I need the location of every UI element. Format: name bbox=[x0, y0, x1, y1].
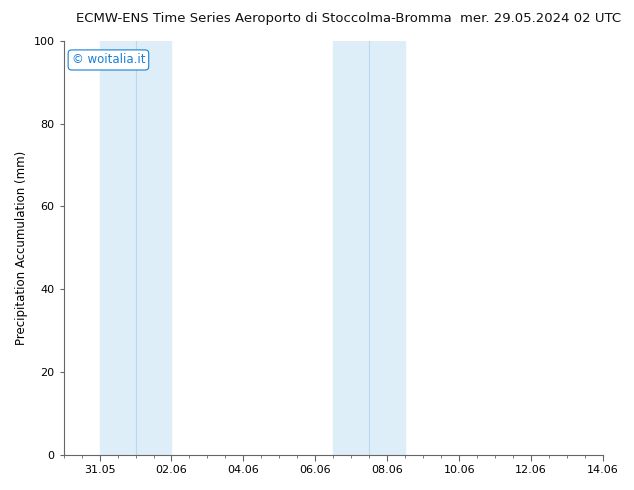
Text: mer. 29.05.2024 02 UTC: mer. 29.05.2024 02 UTC bbox=[460, 12, 621, 25]
Bar bbox=[333, 41, 405, 455]
Text: ECMW-ENS Time Series Aeroporto di Stoccolma-Bromma: ECMW-ENS Time Series Aeroporto di Stocco… bbox=[76, 12, 452, 25]
Bar bbox=[100, 41, 171, 455]
Y-axis label: Precipitation Accumulation (mm): Precipitation Accumulation (mm) bbox=[15, 151, 28, 345]
Text: © woitalia.it: © woitalia.it bbox=[72, 53, 145, 67]
